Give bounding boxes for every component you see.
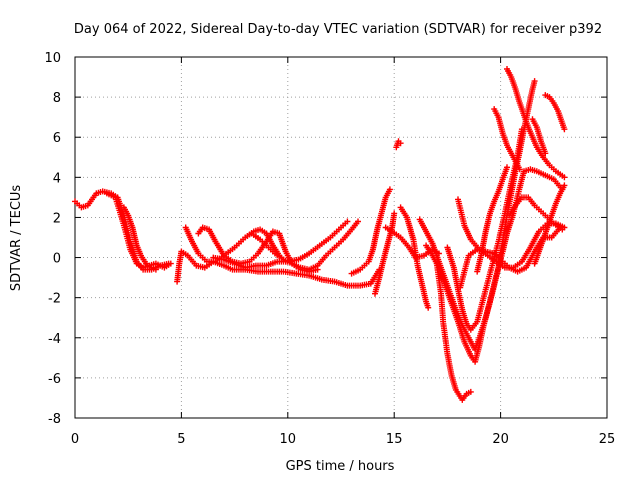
series-track-8 — [210, 218, 351, 271]
y-axis-label: SDTVAR / TECUs — [9, 185, 24, 292]
x-axis-label: GPS time / hours — [286, 459, 395, 474]
x-tick-label: 10 — [280, 432, 297, 447]
x-tick-label: 5 — [177, 432, 185, 447]
series-track-23 — [506, 194, 566, 233]
y-tick-label: -6 — [48, 372, 61, 387]
data-point — [167, 260, 174, 267]
data-point — [386, 186, 393, 193]
series-track-3 — [120, 204, 159, 273]
data-point — [344, 218, 351, 225]
data-point — [391, 210, 398, 217]
series-track-20 — [474, 164, 510, 275]
series-track-25 — [531, 182, 568, 267]
y-tick-label: 8 — [53, 91, 61, 106]
data-point — [467, 388, 474, 395]
x-tick-label: 15 — [386, 432, 403, 447]
plot-frame — [74, 56, 608, 419]
x-tick-label: 20 — [492, 432, 509, 447]
data-point — [561, 174, 568, 181]
data-point — [518, 126, 525, 133]
y-tick-label: 6 — [53, 131, 61, 146]
data-point — [504, 164, 510, 171]
series-track-12 — [393, 138, 404, 151]
chart-title: Day 064 of 2022, Sidereal Day-to-day VTE… — [74, 22, 602, 37]
series-track-13 — [397, 204, 432, 311]
data-point — [425, 304, 432, 311]
series-track-10 — [372, 210, 398, 297]
series-track-21 — [491, 106, 523, 173]
series-track-22 — [504, 66, 568, 181]
data-point — [561, 182, 568, 189]
series-track-2 — [103, 190, 174, 271]
series-track-24 — [542, 92, 568, 133]
y-tick-label: -4 — [48, 332, 61, 347]
y-tick-label: 0 — [53, 252, 61, 267]
y-tick-label: 4 — [53, 171, 61, 186]
series-track-16 — [433, 260, 474, 403]
series-track-1 — [72, 188, 172, 273]
data-point — [542, 150, 549, 157]
data-point — [152, 266, 159, 273]
series-track-4 — [174, 248, 383, 289]
data-markers — [72, 66, 568, 403]
x-tick-label: 25 — [599, 432, 616, 447]
y-tick-label: 10 — [44, 51, 61, 66]
data-point — [397, 140, 404, 147]
data-point — [531, 78, 538, 85]
axis-ticks — [74, 56, 608, 419]
grid — [75, 57, 607, 418]
y-tick-label: -2 — [48, 292, 61, 307]
data-point — [559, 226, 566, 233]
data-point — [516, 166, 523, 173]
data-point — [561, 126, 568, 133]
series-track-9 — [348, 186, 393, 277]
x-tick-label: 0 — [71, 432, 79, 447]
data-point — [355, 218, 361, 225]
series-track-26 — [529, 116, 549, 157]
series-track-7 — [248, 218, 361, 273]
y-tick-label: 2 — [53, 211, 61, 226]
y-tick-label: -8 — [48, 412, 61, 427]
